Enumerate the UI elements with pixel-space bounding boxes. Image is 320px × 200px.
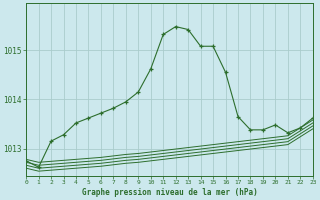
X-axis label: Graphe pression niveau de la mer (hPa): Graphe pression niveau de la mer (hPa) [82, 188, 257, 197]
